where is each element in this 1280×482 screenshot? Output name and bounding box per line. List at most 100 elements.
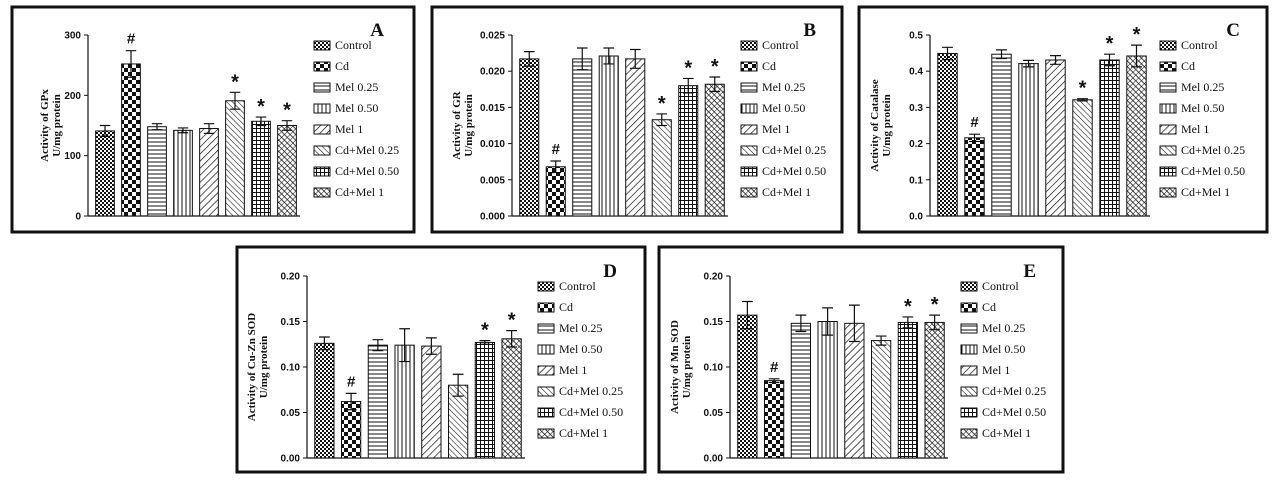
bar-cd-mel-0-50	[678, 85, 699, 217]
significance-star: *	[481, 320, 489, 342]
legend-swatch	[740, 40, 758, 51]
legend-entry: Cd+Mel 1	[335, 185, 384, 199]
significance-star: *	[283, 100, 291, 122]
bar-control	[95, 130, 115, 217]
legend-entry: Mel 1	[1181, 122, 1209, 136]
y-tick-label: 200	[64, 91, 81, 102]
bar-mel-0-25	[367, 344, 389, 459]
error-bar	[1104, 53, 1115, 67]
y-tick-label: 0.005	[480, 175, 505, 186]
panel-letter: C	[1226, 20, 1240, 41]
legend-entry: Mel 1	[335, 122, 363, 136]
legend-swatch	[313, 145, 331, 156]
y-tick-label: 0.2	[909, 139, 923, 150]
y-tick-label: 0.20	[704, 272, 724, 283]
bar-cd-mel-1	[1126, 55, 1147, 217]
y-tick-label: 0.015	[480, 103, 505, 114]
y-tick-label: 0.0	[909, 212, 923, 223]
bar-cd-mel-0-25	[870, 340, 892, 459]
legend-entry: Control	[559, 279, 596, 293]
error-bar	[479, 340, 491, 345]
y-tick-label: 0.010	[480, 139, 505, 150]
legend-entry: Mel 1	[559, 363, 587, 377]
y-tick-label: 0.1	[909, 175, 923, 186]
error-bar	[177, 127, 189, 134]
bar-mel-0-50	[173, 129, 193, 217]
bar-mel-0-25	[572, 58, 593, 217]
significance-star: *	[684, 57, 692, 79]
bar-cd-mel-1	[277, 125, 297, 217]
y-tick-label: 0.20	[281, 272, 301, 283]
legend-swatch	[537, 428, 555, 439]
y-tick-label: 300	[64, 31, 81, 42]
legend-swatch	[313, 124, 331, 135]
error-bar	[372, 339, 384, 352]
y-tick-label: 0.00	[704, 454, 724, 465]
legend-swatch	[537, 302, 555, 313]
legend-swatch	[1159, 124, 1177, 135]
y-tick-label: 0.10	[704, 363, 724, 374]
y-axis-label: Activity of GRU/mg protein	[451, 90, 475, 159]
error-bar	[822, 307, 834, 336]
bar-cd	[121, 63, 141, 217]
legend-entry: Cd+Mel 0.50	[559, 405, 623, 419]
error-bar	[452, 373, 464, 397]
significance-hash: #	[347, 373, 356, 390]
legend-entry: Mel 0.50	[762, 101, 805, 115]
bar-control	[314, 342, 335, 459]
panel-e: 0.00 0.05 0.10 0.15 0.20 Activity of Mn SODU/…	[657, 245, 1065, 474]
significance-hash: #	[970, 114, 979, 131]
error-bar	[1131, 44, 1142, 68]
bar-control	[519, 58, 540, 217]
legend-swatch	[960, 344, 978, 355]
legend-swatch	[960, 428, 978, 439]
legend-entry: Control	[1181, 38, 1218, 52]
error-bar	[425, 337, 437, 355]
legend-entry: Mel 0.25	[559, 321, 602, 335]
error-bar	[318, 336, 330, 351]
legend-entry: Cd+Mel 1	[982, 426, 1031, 440]
legend-entry: Cd+Mel 1	[762, 185, 811, 199]
error-bar	[99, 124, 111, 137]
legend-entry: Mel 1	[982, 363, 1010, 377]
significance-star: *	[231, 71, 239, 93]
legend-swatch	[1159, 61, 1177, 72]
significance-star: *	[257, 96, 265, 118]
legend-entry: Cd+Mel 0.50	[762, 164, 826, 178]
significance-star: *	[508, 310, 516, 332]
y-tick-label: 0.05	[704, 408, 724, 419]
y-axis-label: Activity of GPxU/mg protein	[39, 89, 63, 162]
y-axis-label: Activity of Cu-Zn SODU/mg protein	[246, 313, 270, 422]
legend-entry: Control	[335, 38, 372, 52]
bar-mel-1	[625, 58, 646, 217]
legend-swatch	[313, 40, 331, 51]
bar-mel-1	[199, 128, 219, 217]
legend-swatch	[740, 124, 758, 135]
significance-star: *	[904, 296, 912, 318]
legend-entry: Cd+Mel 1	[1181, 185, 1230, 199]
error-bar	[255, 116, 267, 127]
panel-letter: E	[1023, 261, 1036, 282]
legend-swatch	[313, 103, 331, 114]
y-tick-label: 0.00	[281, 454, 301, 465]
error-bar	[506, 330, 518, 348]
legend-entry: Control	[762, 38, 799, 52]
error-bar	[1077, 98, 1088, 102]
legend-swatch	[960, 302, 978, 313]
error-bar	[399, 328, 411, 363]
error-bar	[795, 314, 807, 333]
error-bar	[603, 47, 615, 65]
legend-entry: Mel 0.50	[559, 342, 602, 356]
y-tick-label: 0.3	[909, 103, 923, 114]
panel-c: 0.0 0.1 0.2 0.3 0.4 0.5 Activity of CatalaseU/…	[857, 5, 1269, 234]
bar-control	[737, 314, 758, 459]
legend-swatch	[537, 323, 555, 334]
bar-cd-mel-0-50	[251, 120, 271, 217]
legend-entry: Cd+Mel 0.50	[1181, 164, 1245, 178]
legend-entry: Cd+Mel 0.25	[559, 384, 623, 398]
error-bar	[523, 51, 535, 67]
y-tick-label: 0.15	[281, 317, 301, 328]
panel-a: 0 100 200 300 Activity of GPxU/mg protein A # *…	[10, 5, 416, 234]
legend-swatch	[740, 145, 758, 156]
bar-cd-mel-1	[501, 338, 522, 459]
